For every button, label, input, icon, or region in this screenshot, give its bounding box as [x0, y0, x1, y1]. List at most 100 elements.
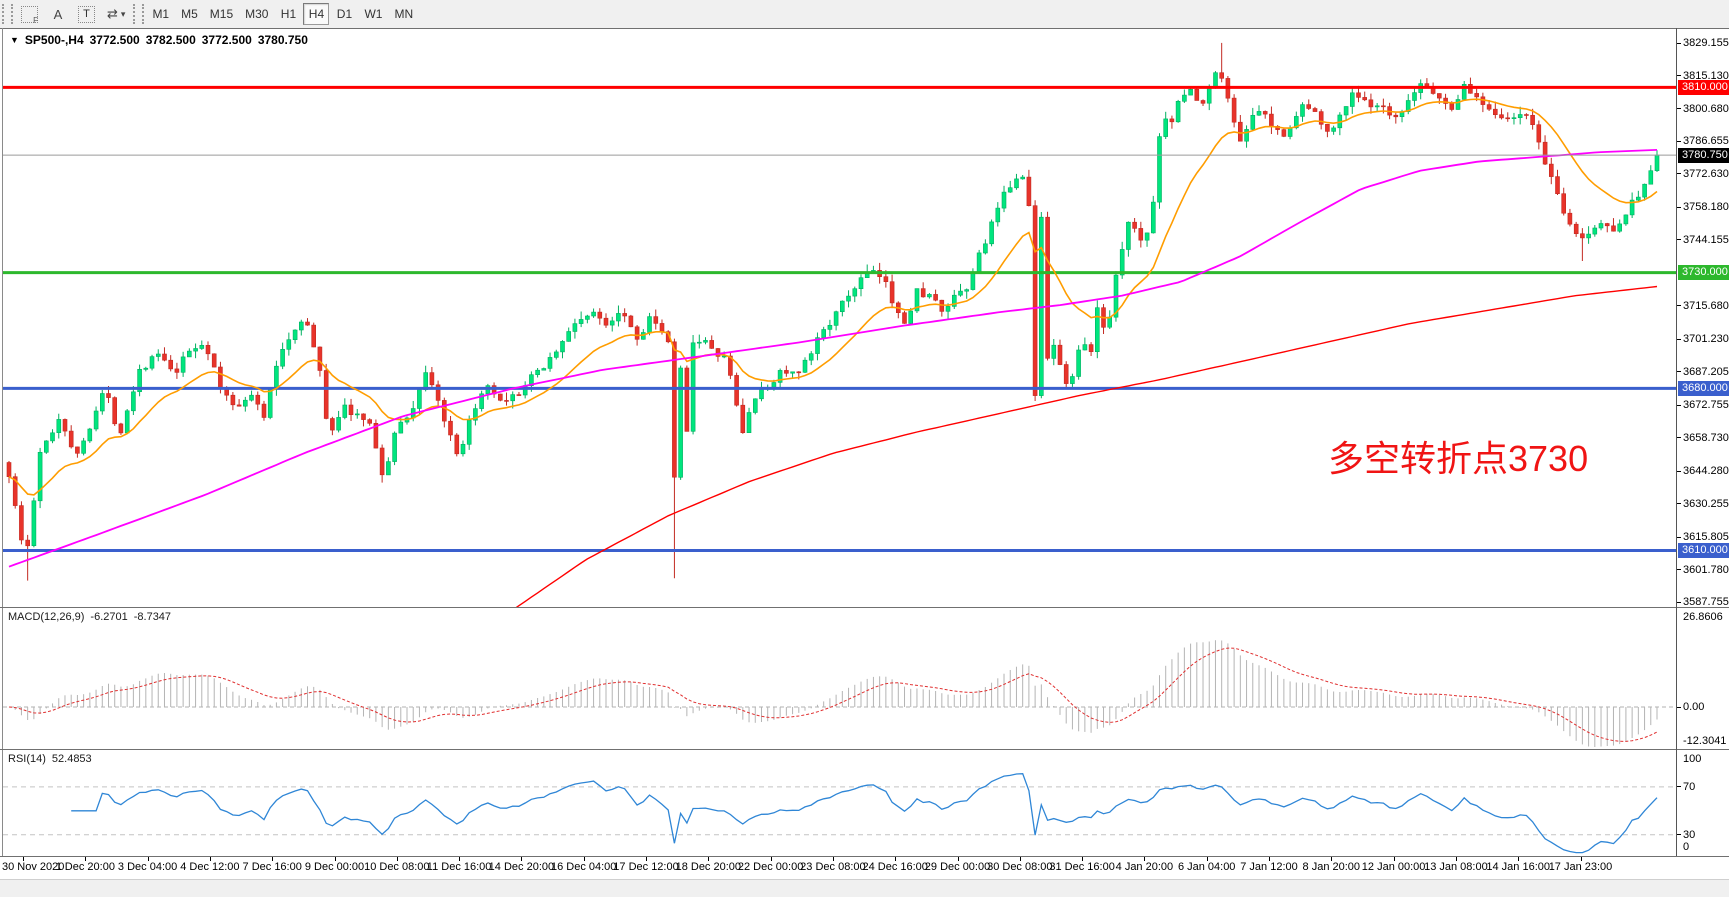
timeframe-button-M30[interactable]: M30 [245, 7, 269, 21]
date-label: 23 Dec 08:00 [800, 861, 866, 873]
chart-text-annotation[interactable]: 多空转折点3730 [1328, 438, 1589, 479]
open-value: 3772.500 [89, 33, 140, 47]
timeframe-button-M5[interactable]: M5 [181, 7, 198, 21]
price-tick-label: 3658.730 [1683, 431, 1729, 444]
price-tick-label: 3772.630 [1683, 167, 1729, 180]
timeframe-button-H1[interactable]: H1 [280, 7, 297, 21]
chart-title: ▼ SP500-,H4 3772.500 3782.500 3772.500 3… [10, 33, 308, 47]
timeframe-button-M1[interactable]: M1 [152, 7, 170, 21]
price-tick-label: 3786.655 [1683, 135, 1729, 148]
timeframe-button-D1[interactable]: D1 [336, 7, 353, 21]
date-label: 14 Dec 20:00 [488, 861, 555, 873]
letter-a-icon: A [53, 6, 63, 22]
timeframe-button-H4[interactable]: H4 [303, 3, 330, 25]
time-axis[interactable]: 30 Nov 2020 1 Dec 20:00 3 Dec 04:00 4 Dec 1… [0, 857, 1729, 879]
panel-separator[interactable] [0, 607, 1729, 608]
chart-dropdown-icon[interactable]: ▼ [10, 35, 19, 45]
chart-grid-tool-button[interactable] [16, 3, 43, 25]
price-tick-label: 3815.130 [1683, 69, 1729, 82]
main-chart-canvas[interactable] [3, 29, 1676, 607]
time-tick-mark [1206, 857, 1208, 861]
timeframe-button-MN[interactable]: MN [394, 7, 414, 21]
text-box-tool-button[interactable]: T [73, 3, 100, 25]
price-tick-label: 3744.155 [1683, 233, 1729, 246]
time-tick-mark [521, 857, 523, 861]
time-tick-mark [272, 857, 274, 861]
time-tick-mark [895, 857, 897, 861]
chart-left-border [2, 28, 3, 856]
rsi-value: 52.4853 [51, 753, 92, 765]
price-tick-mark [1677, 173, 1681, 175]
time-tick-mark [85, 857, 87, 861]
price-tick-label: 3587.755 [1683, 596, 1729, 608]
panel-separator-2[interactable] [0, 749, 1729, 750]
time-tick-mark [459, 857, 461, 861]
date-label: 4 Dec 12:00 [180, 861, 240, 873]
time-tick-mark [1518, 857, 1520, 861]
macd-axis-min: -12.3041 [1683, 735, 1727, 747]
macd-panel-canvas[interactable] [3, 609, 1676, 749]
time-tick-mark [1580, 857, 1582, 861]
rsi-axis-upper: 70 [1683, 780, 1696, 793]
date-label: 24 Dec 16:00 [862, 861, 928, 873]
date-label: 7 Jan 12:00 [1240, 861, 1298, 873]
price-tick-label: 3630.255 [1683, 497, 1729, 510]
macd-axis-max: 26.8606 [1683, 611, 1723, 623]
time-tick-mark [1082, 857, 1084, 861]
macd-label: MACD(12,26,9) [8, 611, 85, 623]
time-axis-line [0, 856, 1729, 857]
text-label-tool-button[interactable]: A [45, 3, 71, 25]
price-tick-label: 3758.180 [1683, 201, 1729, 214]
time-tick-mark [1144, 857, 1146, 861]
time-tick-mark [396, 857, 398, 861]
toolbar-drag-handle-2[interactable] [133, 4, 145, 24]
date-label: 1 Dec 20:00 [55, 861, 115, 873]
price-tick-label: 3701.230 [1683, 333, 1729, 346]
timeframe-button-M15[interactable]: M15 [209, 7, 234, 21]
price-level-badge: 3680.000 [1678, 380, 1729, 396]
timeframe-button-group: M1 M5 M15 M30 H1 H4 D1 W1 MN [146, 3, 419, 25]
macd-main-value: -6.2701 [90, 611, 128, 623]
timeframe-button-W1[interactable]: W1 [364, 7, 383, 21]
price-tick-mark [1677, 75, 1681, 76]
rsi-tick-mark-2 [1677, 834, 1681, 836]
price-tick-mark [1677, 140, 1681, 142]
price-level-badge: 3780.750 [1678, 147, 1729, 163]
date-label: 7 Dec 16:00 [242, 861, 302, 873]
time-tick-mark [23, 857, 24, 861]
price-tick-mark [1677, 601, 1681, 603]
price-tick-label: 3800.680 [1683, 102, 1729, 115]
time-tick-mark [646, 857, 647, 861]
low-value: 3772.500 [201, 33, 252, 47]
price-tick-mark [1677, 239, 1681, 241]
time-tick-mark [770, 857, 772, 861]
chevron-down-icon[interactable]: ▾ [120, 8, 126, 19]
axis-separator [1676, 28, 1677, 856]
time-tick-mark [1019, 857, 1021, 861]
toolbar: A T ⇄ ▾ M1 M5 M15 M30 H1 H4 D1 W1 MN [0, 0, 1729, 29]
rsi-label-row: RSI(14) 52.4853 [8, 753, 92, 765]
time-tick-mark [147, 857, 149, 861]
date-label: 3 Dec 04:00 [117, 861, 178, 873]
rsi-axis-max: 100 [1683, 753, 1702, 765]
price-tick-label: 3601.780 [1683, 563, 1729, 576]
date-label: 12 Jan 00:00 [1361, 861, 1426, 873]
price-tick-mark [1677, 470, 1681, 472]
rsi-panel-canvas[interactable] [3, 751, 1676, 855]
price-tick-label: 3615.805 [1683, 531, 1729, 544]
time-tick-mark [1331, 857, 1333, 861]
price-axis[interactable]: 3829.155 3815.130 3800.680 3786.655 3772.630… [1677, 29, 1729, 608]
price-tick-mark [1677, 404, 1681, 406]
date-label: 11 Dec 16:00 [426, 861, 492, 873]
macd-axis[interactable]: 26.8606 0.00 -12.3041 [1677, 609, 1729, 749]
date-label: 16 Dec 04:00 [550, 861, 617, 873]
toolbar-drag-handle[interactable] [2, 4, 13, 24]
date-label: 4 Jan 20:00 [1115, 861, 1174, 873]
time-tick-mark [1393, 857, 1395, 861]
price-tick-mark [1677, 338, 1681, 340]
price-tick-mark [1677, 305, 1681, 307]
date-label: 10 Dec 08:00 [364, 861, 430, 873]
object-arrows-tool-button[interactable]: ⇄ ▾ [102, 3, 130, 25]
chart-top-border [0, 28, 1729, 29]
rsi-axis[interactable]: 100 70 30 0 [1677, 751, 1729, 855]
